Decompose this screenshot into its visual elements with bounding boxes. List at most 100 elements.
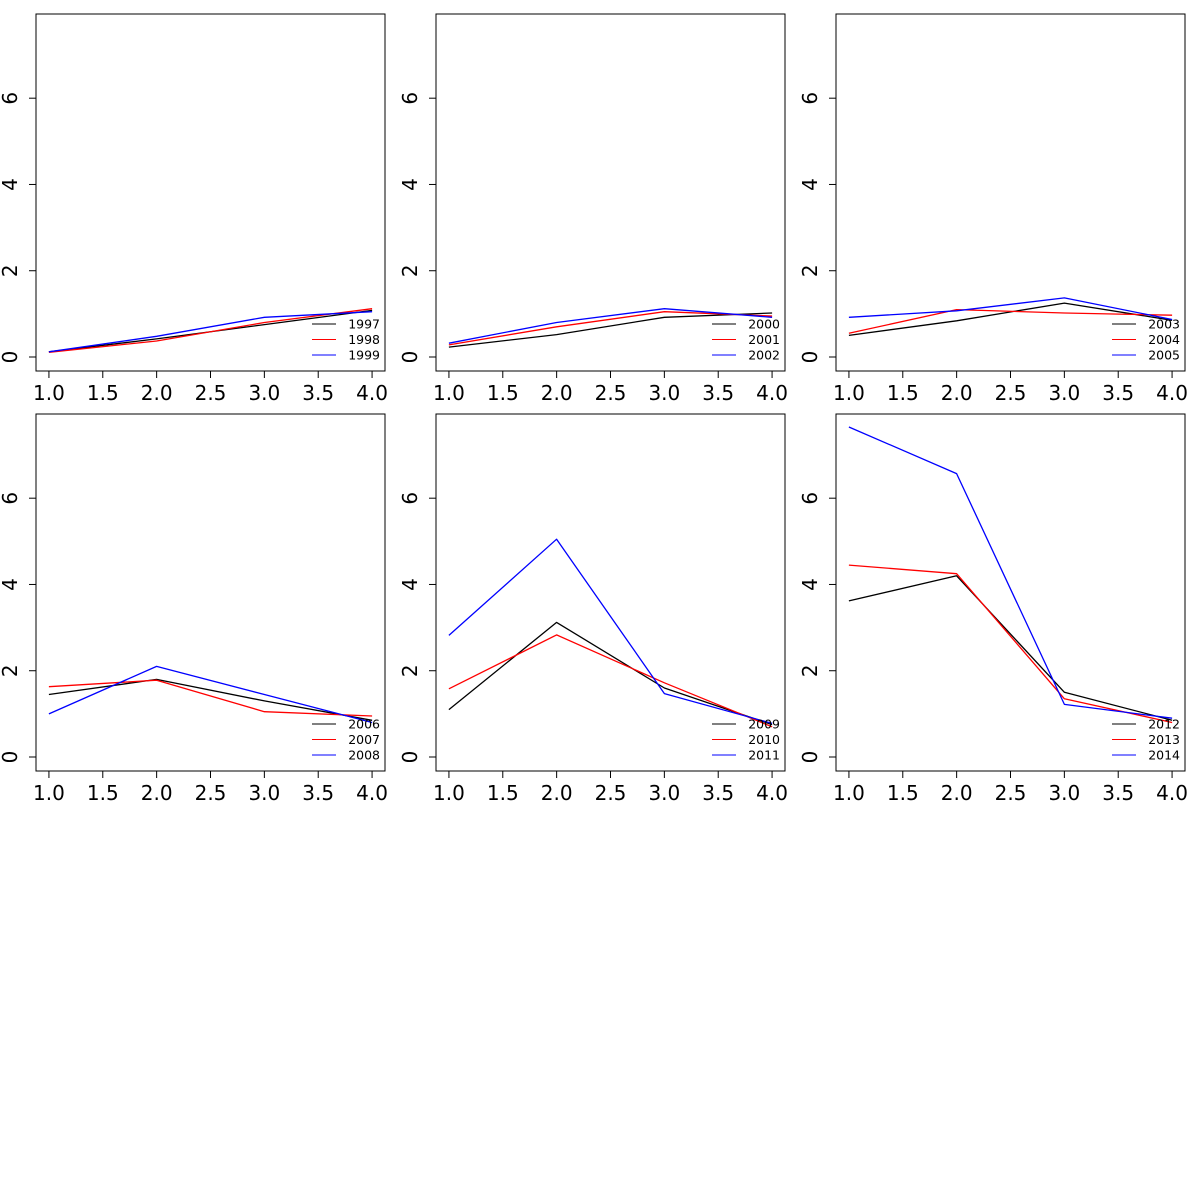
x-tick-label: 2.0	[541, 381, 573, 405]
legend-label: 2000	[748, 317, 780, 332]
x-tick-label: 4.0	[756, 781, 788, 805]
x-tick-label: 2.0	[941, 781, 973, 805]
x-tick-label: 1.5	[87, 381, 119, 405]
x-tick-label: 1.0	[433, 381, 465, 405]
series-line-1999	[48, 311, 373, 353]
series-line-2008	[48, 665, 373, 724]
legend-label: 2007	[348, 732, 380, 747]
y-tick-label: 0	[398, 751, 422, 764]
y-tick-label: 4	[798, 178, 822, 191]
y-tick-label: 0	[798, 751, 822, 764]
x-tick-label: 3.0	[1048, 781, 1080, 805]
x-tick-label: 4.0	[756, 381, 788, 405]
y-tick-label: 2	[798, 664, 822, 677]
x-tick-label: 1.0	[833, 381, 865, 405]
x-tick-label: 3.0	[648, 781, 680, 805]
y-tick-label: 2	[0, 664, 22, 677]
x-tick-label: 1.5	[87, 781, 119, 805]
x-tick-label: 2.0	[941, 381, 973, 405]
x-tick-label: 1.0	[33, 781, 65, 805]
x-tick-label: 2.5	[995, 781, 1027, 805]
plot-frame	[435, 13, 786, 372]
x-tick-label: 3.5	[302, 781, 334, 805]
y-tick-label: 2	[398, 264, 422, 277]
legend-label: 2003	[1148, 317, 1180, 332]
x-tick-label: 1.0	[833, 781, 865, 805]
series-line-2009	[448, 621, 773, 726]
y-tick-label: 4	[398, 178, 422, 191]
y-tick-label: 2	[798, 264, 822, 277]
series-line-2003	[848, 302, 1173, 337]
plot-frame	[835, 13, 1186, 372]
x-tick-label: 2.0	[141, 781, 173, 805]
legend-label: 2012	[1148, 717, 1180, 732]
series-line-2000	[448, 312, 773, 348]
y-tick-label: 0	[798, 351, 822, 364]
x-tick-label: 4.0	[1156, 381, 1188, 405]
series-line-2007	[48, 679, 373, 717]
y-tick-label: 0	[0, 751, 22, 764]
series-line-2001	[448, 311, 773, 346]
y-tick-label: 4	[0, 578, 22, 591]
x-tick-label: 3.0	[248, 781, 280, 805]
x-tick-label: 1.0	[433, 781, 465, 805]
series-line-2014	[848, 426, 1173, 719]
legend-label: 2013	[1148, 732, 1180, 747]
x-tick-label: 4.0	[356, 781, 388, 805]
legend-label: 2002	[748, 348, 780, 363]
x-tick-label: 1.5	[487, 381, 519, 405]
y-tick-label: 6	[0, 92, 22, 105]
legend-label: 2011	[748, 748, 780, 763]
y-tick-label: 0	[398, 351, 422, 364]
series-line-2012	[848, 575, 1173, 721]
x-tick-label: 1.0	[33, 381, 65, 405]
x-tick-label: 1.5	[487, 781, 519, 805]
x-tick-label: 4.0	[356, 381, 388, 405]
y-tick-label: 4	[0, 178, 22, 191]
x-tick-label: 1.5	[887, 781, 919, 805]
y-tick-label: 2	[398, 664, 422, 677]
y-tick-label: 2	[0, 264, 22, 277]
x-tick-label: 3.0	[648, 381, 680, 405]
legend-label: 1998	[348, 332, 380, 347]
x-tick-label: 4.0	[1156, 781, 1188, 805]
series-line-2004	[848, 308, 1173, 334]
legend-label: 2009	[748, 717, 780, 732]
legend-label: 2010	[748, 732, 780, 747]
series-line-2005	[848, 297, 1173, 321]
y-tick-label: 4	[398, 578, 422, 591]
x-tick-label: 2.5	[995, 381, 1027, 405]
x-tick-label: 3.5	[1102, 381, 1134, 405]
legend-label: 1999	[348, 348, 380, 363]
plot-frame	[35, 413, 386, 772]
plot-frame	[435, 413, 786, 772]
series-line-2006	[48, 678, 373, 721]
x-tick-label: 3.0	[248, 381, 280, 405]
legend-label: 1997	[348, 317, 380, 332]
legend-label: 2001	[748, 332, 780, 347]
plot-frame	[835, 413, 1186, 772]
x-tick-label: 2.5	[595, 381, 627, 405]
series-line-2011	[448, 538, 773, 725]
plot-frame	[35, 13, 386, 372]
y-tick-label: 6	[798, 92, 822, 105]
y-tick-label: 4	[798, 578, 822, 591]
x-tick-label: 1.5	[887, 381, 919, 405]
legend-label: 2006	[348, 717, 380, 732]
x-tick-label: 2.0	[141, 381, 173, 405]
y-tick-label: 6	[398, 492, 422, 505]
y-tick-label: 6	[798, 492, 822, 505]
series-line-1998	[48, 308, 373, 353]
legend-label: 2004	[1148, 332, 1180, 347]
y-tick-label: 6	[398, 92, 422, 105]
